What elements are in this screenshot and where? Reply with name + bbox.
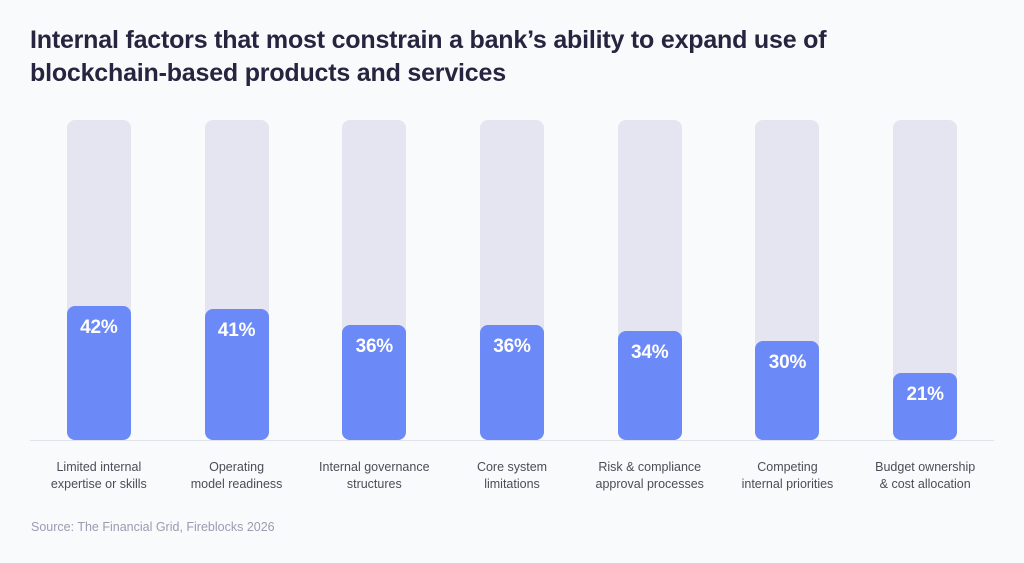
bar-value-label: 36% [493, 336, 531, 357]
bar-group: 36% [305, 120, 443, 440]
page-title-line-1: Internal factors that most constrain a b… [30, 26, 827, 54]
x-axis-label-line: internal priorities [741, 477, 834, 491]
bar-fill[interactable]: 42% [66, 306, 131, 440]
bar-group: 42% [30, 120, 168, 440]
bar-value-label: 34% [631, 342, 669, 363]
x-axis-label-line: Internal governance [319, 460, 430, 474]
bar-group: 30% [719, 120, 857, 440]
page-title-line-2: blockchain-based products and services [30, 59, 506, 87]
bar-value-label: 41% [217, 320, 256, 341]
x-axis-label: Core system limitations [443, 459, 581, 493]
x-axis-label: Operating model readiness [168, 459, 306, 493]
x-axis-label-line: Budget ownership [875, 460, 976, 474]
bar-group: 41% [168, 120, 306, 440]
x-axis-label-line: & cost allocation [879, 477, 971, 491]
x-axis-label-line: model readiness [190, 477, 283, 491]
x-axis-label-line: Core system [476, 460, 548, 474]
x-axis-label-line: expertise or skills [50, 477, 147, 491]
bar-fill[interactable]: 30% [755, 341, 820, 440]
bar-fill[interactable]: 34% [617, 331, 682, 440]
x-axis-label-line: Risk & compliance [598, 460, 702, 474]
x-axis-label-line: Limited internal [56, 460, 142, 474]
source-note: Source: The Financial Grid, Fireblocks 2… [31, 520, 275, 534]
x-axis-labels: Limited internal expertise or skills Ope… [30, 459, 994, 493]
x-axis-label-line: Operating [209, 460, 265, 474]
bar-series: 42% 41% 36% 36% [30, 120, 994, 440]
bar-value-label: 36% [355, 336, 394, 357]
x-axis-label: Internal governance structures [305, 459, 443, 493]
bar-group: 21% [856, 120, 994, 440]
bar-value-label: 30% [768, 352, 807, 373]
bar-value-label: 42% [80, 317, 118, 338]
x-axis-label: Budget ownership & cost allocation [856, 459, 994, 493]
bar-fill[interactable]: 36% [480, 325, 545, 440]
bar-chart: 42% 41% 36% 36% [30, 120, 994, 440]
x-axis-label: Risk & compliance approval processes [581, 459, 719, 493]
x-axis-label-line: limitations [484, 477, 540, 491]
x-axis-label: Limited internal expertise or skills [30, 459, 168, 493]
x-axis-label-line: structures [346, 477, 402, 491]
bar-fill[interactable]: 21% [893, 373, 958, 440]
bar-value-label: 21% [906, 384, 944, 405]
bar-fill[interactable]: 41% [204, 309, 269, 440]
page-title: Internal factors that most constrain a b… [30, 24, 930, 90]
bar-group: 34% [581, 120, 719, 440]
x-axis-label: Competing internal priorities [719, 459, 857, 493]
x-axis-label-line: approval processes [595, 477, 704, 491]
axis-baseline [30, 440, 994, 441]
bar-group: 36% [443, 120, 581, 440]
x-axis-label-line: Competing [757, 460, 818, 474]
bar-fill[interactable]: 36% [342, 325, 407, 440]
